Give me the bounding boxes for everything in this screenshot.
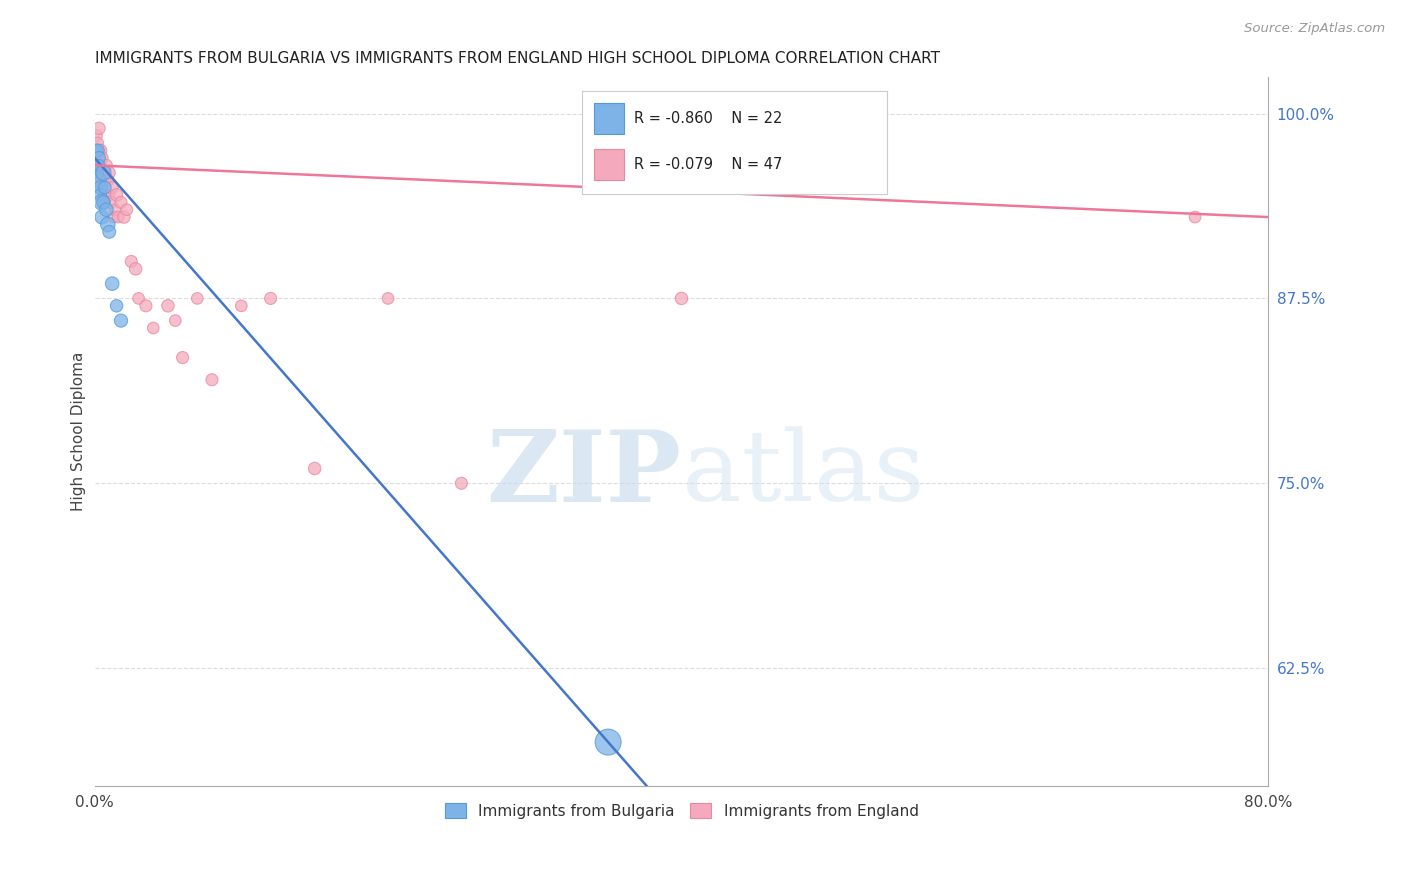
Point xyxy=(231,299,253,313)
Y-axis label: High School Diploma: High School Diploma xyxy=(72,351,86,511)
Point xyxy=(101,180,124,194)
Point xyxy=(98,187,121,202)
Point xyxy=(86,144,108,158)
Point xyxy=(101,277,124,291)
Point xyxy=(259,292,281,306)
Point xyxy=(94,195,117,210)
Point xyxy=(87,173,110,187)
Point xyxy=(98,225,121,239)
Legend: Immigrants from Bulgaria, Immigrants from England: Immigrants from Bulgaria, Immigrants fro… xyxy=(439,797,925,825)
Point xyxy=(90,195,112,210)
Point xyxy=(97,218,120,232)
Point xyxy=(377,292,399,306)
Point xyxy=(598,735,620,749)
Point xyxy=(124,261,146,276)
Point xyxy=(96,187,118,202)
Point xyxy=(186,292,208,306)
Point xyxy=(107,210,129,224)
Point xyxy=(86,158,108,172)
Point xyxy=(87,166,110,180)
Point xyxy=(84,128,107,143)
Point xyxy=(98,166,121,180)
Point xyxy=(96,202,118,217)
Point xyxy=(86,166,108,180)
Point xyxy=(86,136,108,150)
Point xyxy=(110,313,132,327)
Point xyxy=(90,151,112,165)
Point xyxy=(156,299,179,313)
Point xyxy=(1184,210,1206,224)
Point xyxy=(86,180,108,194)
Point xyxy=(135,299,157,313)
Point xyxy=(120,254,142,268)
Point xyxy=(94,173,117,187)
Point xyxy=(84,158,107,172)
Point xyxy=(110,195,132,210)
Point xyxy=(104,202,127,217)
Point xyxy=(93,195,115,210)
Point xyxy=(87,121,110,136)
Point xyxy=(142,321,165,335)
Point xyxy=(89,180,111,194)
Point xyxy=(671,292,693,306)
Text: ZIP: ZIP xyxy=(486,425,682,523)
Point xyxy=(89,187,111,202)
Point xyxy=(86,151,108,165)
Point xyxy=(84,144,107,158)
Point xyxy=(93,166,115,180)
Point xyxy=(450,476,472,491)
Text: Source: ZipAtlas.com: Source: ZipAtlas.com xyxy=(1244,22,1385,36)
Point xyxy=(90,210,112,224)
Point xyxy=(96,158,118,172)
Point xyxy=(84,144,107,158)
Point xyxy=(201,373,224,387)
Point xyxy=(100,195,122,210)
Point xyxy=(93,187,115,202)
Point xyxy=(87,151,110,165)
Point xyxy=(87,158,110,172)
Point xyxy=(128,292,150,306)
Point xyxy=(89,158,111,172)
Text: IMMIGRANTS FROM BULGARIA VS IMMIGRANTS FROM ENGLAND HIGH SCHOOL DIPLOMA CORRELAT: IMMIGRANTS FROM BULGARIA VS IMMIGRANTS F… xyxy=(94,51,939,66)
Point xyxy=(165,313,187,327)
Text: atlas: atlas xyxy=(682,426,924,522)
Point xyxy=(105,187,128,202)
Point xyxy=(172,351,194,365)
Point xyxy=(89,144,111,158)
Point xyxy=(94,180,117,194)
Point xyxy=(93,166,115,180)
Point xyxy=(90,173,112,187)
Point xyxy=(103,210,125,224)
Point xyxy=(105,299,128,313)
Point xyxy=(115,202,138,217)
Point xyxy=(304,461,326,475)
Point xyxy=(112,210,135,224)
Point xyxy=(97,173,120,187)
Point xyxy=(87,144,110,158)
